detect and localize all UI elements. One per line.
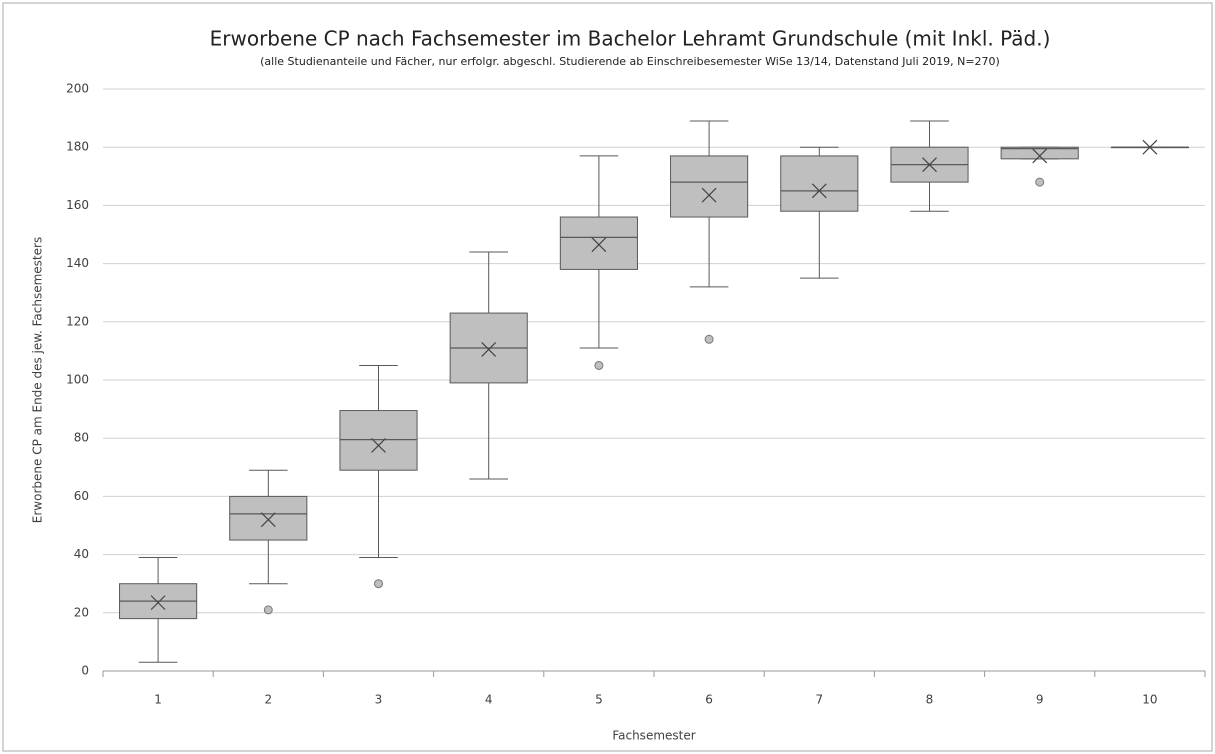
x-tick-label: 2 [264, 693, 272, 707]
box [1000, 146, 1079, 160]
y-axis-label: Erworbene CP am Ende des jew. Fachsemest… [31, 237, 45, 523]
y-tick-label: 120 [66, 314, 89, 328]
x-tick-label: 1 [154, 693, 162, 707]
outlier [374, 579, 383, 589]
x-tick-label: 7 [815, 693, 823, 707]
box [559, 216, 638, 270]
mean-marker [481, 342, 497, 357]
y-tick-label: 80 [74, 431, 89, 445]
y-tick-label: 100 [66, 373, 89, 387]
outlier [594, 360, 604, 370]
y-tick-label: 20 [74, 605, 89, 619]
x-axis-label: Fachsemester [612, 729, 695, 743]
mean-marker [260, 512, 276, 528]
x-tick-label: 5 [595, 693, 603, 707]
mean-marker [701, 187, 717, 203]
y-tick-label: 60 [74, 489, 89, 503]
mean-marker [371, 438, 386, 453]
box [339, 410, 418, 471]
y-tick-label: 40 [74, 547, 89, 561]
mean-marker [591, 237, 607, 253]
outlier [704, 334, 714, 344]
x-tick-label: 6 [705, 693, 713, 707]
mean-marker [922, 157, 937, 173]
mean-marker [150, 595, 166, 611]
y-tick-label: 160 [66, 198, 89, 212]
mean-marker [1142, 139, 1158, 155]
outlier [263, 605, 273, 615]
mean-marker [1032, 148, 1048, 164]
box [670, 155, 749, 218]
y-tick-label: 140 [66, 256, 89, 270]
y-tick-label: 180 [66, 140, 89, 154]
x-tick-label: 3 [375, 693, 383, 707]
x-tick-label: 8 [926, 693, 934, 707]
x-tick-label: 10 [1142, 693, 1157, 707]
y-tick-label: 200 [66, 82, 89, 96]
x-tick-label: 4 [485, 693, 493, 707]
x-tick-label: 9 [1036, 693, 1044, 707]
box [229, 495, 308, 541]
chart-subtitle: (alle Studienanteile und Fächer, nur erf… [260, 55, 1000, 68]
outlier [1035, 177, 1045, 187]
mean-marker [811, 183, 827, 199]
box [780, 155, 859, 212]
y-tick-label: 0 [81, 664, 89, 678]
chart-title: Erworbene CP nach Fachsemester im Bachel… [210, 27, 1051, 51]
